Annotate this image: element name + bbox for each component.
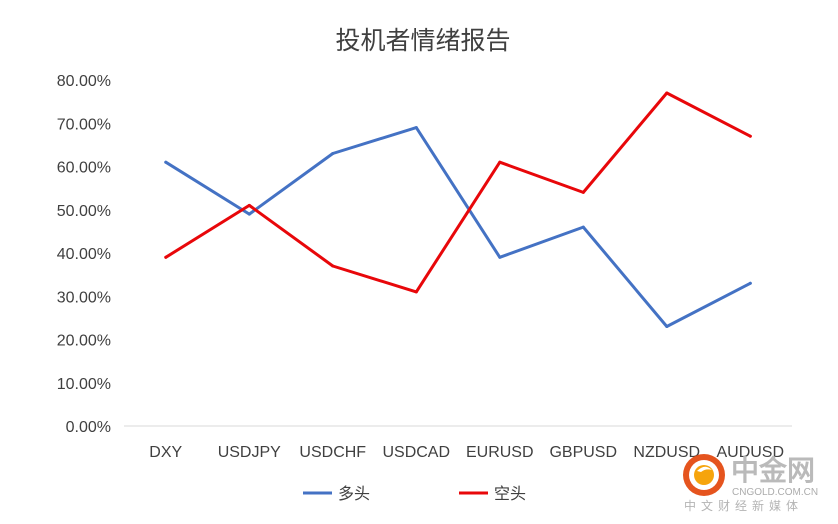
series-line-long [164, 126, 752, 328]
legend-label-short: 空头 [494, 484, 526, 503]
x-tick-label-usdcad: USDCAD [382, 444, 450, 461]
point-long-dxy [164, 160, 168, 164]
point-short-nzdusd [665, 91, 669, 95]
point-long-audusd [748, 281, 752, 285]
y-tick-label: 60.00% [57, 160, 111, 177]
point-long-usdjpy [247, 212, 251, 216]
legend-item-short: 空头 [459, 484, 526, 503]
point-short-eurusd [498, 160, 502, 164]
legend-item-long: 多头 [303, 484, 370, 503]
x-tick-label-audusd: AUDUSD [716, 444, 784, 461]
series-line-short [164, 91, 752, 294]
point-long-usdcad [414, 126, 418, 130]
point-long-gbpusd [581, 225, 585, 229]
y-tick-label: 20.00% [57, 333, 111, 350]
point-long-nzdusd [665, 325, 669, 328]
watermark: 中金网 CNGOLD.COM.CN 中文财经新媒体 [683, 454, 818, 513]
y-tick-label: 0.00% [66, 419, 111, 436]
y-tick-label: 70.00% [57, 116, 111, 133]
cngold-logo-icon [683, 454, 725, 496]
point-short-dxy [164, 255, 168, 259]
y-tick-label: 50.00% [57, 203, 111, 220]
x-axis-labels: DXY USDJPY USDCHF USDCAD EURUSD GBPUSD NZDUSD A… [149, 444, 784, 461]
point-short-gbpusd [581, 190, 585, 194]
watermark-url: CNGOLD.COM.CN [732, 487, 818, 498]
x-tick-label-dxy: DXY [149, 444, 182, 461]
point-long-eurusd [498, 255, 502, 259]
point-short-usdjpy [247, 203, 251, 207]
x-tick-label-gbpusd: GBPUSD [549, 444, 617, 461]
y-axis-labels: 0.00% 10.00% 20.00% 30.00% 40.00% 50.00% 60.00… [57, 73, 111, 436]
point-short-usdcad [414, 290, 418, 294]
series-lines [164, 91, 752, 328]
y-tick-label: 30.00% [57, 289, 111, 306]
legend-label-long: 多头 [338, 484, 370, 503]
x-tick-label-usdchf: USDCHF [299, 444, 366, 461]
y-tick-label: 10.00% [57, 376, 111, 393]
chart-title: 投机者情绪报告 [335, 26, 510, 55]
point-long-usdchf [331, 152, 335, 155]
y-tick-label: 80.00% [57, 73, 111, 90]
y-tick-label: 40.00% [57, 246, 111, 263]
point-short-usdchf [331, 264, 335, 268]
point-short-audusd [748, 134, 752, 138]
watermark-tagline: 中文财经新媒体 [684, 498, 803, 513]
x-tick-label-eurusd: EURUSD [466, 444, 534, 461]
x-tick-label-nzdusd: NZDUSD [633, 444, 700, 461]
watermark-brand: 中金网 [731, 454, 815, 487]
legend: 多头 空头 [303, 484, 526, 503]
x-tick-label-usdjpy: USDJPY [218, 444, 281, 461]
